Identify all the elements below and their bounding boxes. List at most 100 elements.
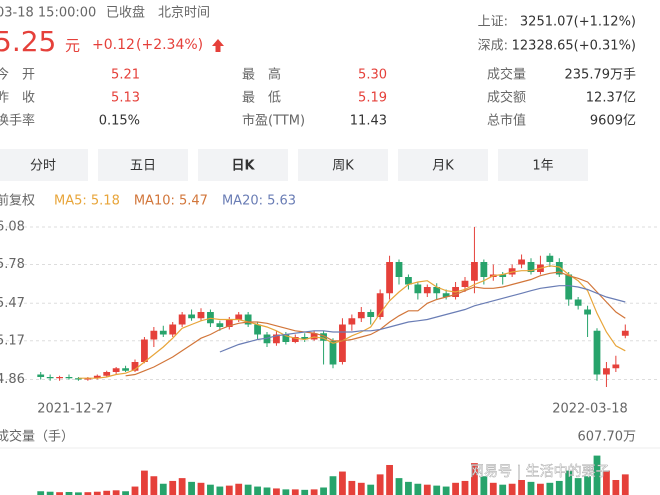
tab[interactable] — [198, 149, 288, 181]
volume-bar — [555, 480, 563, 495]
y-tick-label: 4.86 — [0, 372, 25, 387]
volume-bar — [452, 482, 459, 495]
volume-bar — [159, 483, 167, 495]
volume-bar — [235, 483, 243, 495]
candle-body — [263, 334, 271, 344]
tab[interactable] — [398, 149, 488, 181]
candle-body — [395, 262, 403, 277]
candle-body — [282, 334, 290, 342]
volume-bar — [603, 470, 610, 495]
y-tick-label: 5.78 — [0, 257, 25, 272]
candle-body — [131, 362, 139, 371]
volume-bar — [93, 491, 101, 495]
stat-label: 市盈(TTM) — [242, 113, 305, 129]
volume-bar — [414, 483, 422, 495]
volume-bar — [75, 492, 82, 495]
candle-body — [461, 280, 469, 287]
stat-value: 235.79万手 — [565, 68, 637, 83]
ma-line — [78, 265, 626, 379]
volume-bar — [546, 482, 554, 495]
tab[interactable] — [98, 149, 188, 181]
stat-label: 成交量 — [487, 67, 526, 83]
volume-bar — [169, 480, 177, 495]
candle-body — [46, 377, 54, 379]
volume-bar — [273, 488, 280, 495]
volume-bar — [141, 470, 148, 495]
candle-body — [169, 324, 177, 335]
candle-body — [93, 375, 101, 379]
volume-bar — [508, 483, 516, 495]
candle-body — [112, 368, 120, 372]
ma-line — [125, 271, 626, 377]
volume-bar — [84, 492, 92, 495]
candle-body — [574, 299, 582, 306]
volume-bar — [103, 490, 111, 495]
volume-bar — [527, 481, 535, 495]
candle-body — [612, 364, 620, 369]
timezone: 北京时间 — [158, 6, 210, 21]
candle-body — [291, 337, 299, 342]
tab-label[interactable]: 日K — [231, 159, 255, 174]
tab-label[interactable]: 1年 — [532, 159, 553, 174]
volume-bar — [489, 482, 497, 495]
volume-bar — [225, 485, 233, 495]
ma-legend: MA5: 5.18 — [54, 194, 120, 209]
tab[interactable] — [298, 149, 388, 181]
volume-bar — [405, 481, 412, 495]
candle-body — [141, 339, 148, 362]
candle-body — [471, 262, 478, 281]
volume-tick-label: 607.70万 — [578, 430, 637, 445]
volume-bar — [254, 486, 261, 495]
candle-body — [37, 374, 45, 377]
tab-label[interactable]: 月K — [432, 159, 454, 174]
candle-body — [376, 293, 384, 317]
volume-bar — [565, 470, 573, 495]
volume-bar — [518, 479, 525, 495]
candle-body — [56, 377, 63, 379]
volume-bar — [442, 486, 450, 495]
volume-bar — [537, 483, 544, 495]
stat-value: 5.13 — [111, 91, 140, 106]
y-tick-label: 6.08 — [0, 220, 25, 235]
volume-bar — [46, 491, 54, 495]
volume-bar — [131, 486, 139, 495]
stat-label: 总市值 — [487, 113, 526, 129]
volume-bar — [471, 463, 478, 495]
stat-value: 12.37亿 — [586, 91, 636, 106]
price: 5.25 — [0, 25, 56, 58]
volume-bar — [329, 476, 337, 495]
tab-label[interactable]: 周K — [332, 159, 354, 174]
volume-bar — [178, 478, 186, 495]
watermark: 网易号 | 生活中的栗子 — [470, 464, 610, 480]
candle-body — [159, 330, 167, 335]
index-name: 上证: — [478, 15, 508, 30]
volume-bar — [376, 474, 384, 495]
status: 已收盘 — [106, 5, 145, 21]
candle-body — [348, 318, 356, 325]
ma-legend: MA20: 5.63 — [222, 194, 296, 209]
candle-body — [216, 323, 224, 327]
candle-body — [603, 368, 610, 375]
tab-label[interactable]: 分时 — [30, 159, 56, 174]
stat-value: 11.43 — [350, 114, 387, 129]
tab-label[interactable]: 五日 — [130, 159, 156, 174]
candle-body — [65, 377, 73, 379]
adjust: 前复权 — [0, 193, 35, 209]
tab[interactable] — [498, 149, 588, 181]
tab[interactable] — [0, 149, 88, 181]
change: +0.12 — [92, 37, 135, 53]
index-value: 3251.07(+1.12%) — [520, 15, 636, 30]
x-tick-label: 2022-03-18 — [552, 402, 628, 417]
volume-bar — [461, 480, 469, 495]
kline-chart: MA5: 5.18 MA10: 5.47 MA20: 5.63 6.08 5.78 5.4… — [0, 194, 660, 495]
time: 03-18 15:00:00 — [0, 6, 96, 21]
candle-body — [150, 330, 158, 340]
volume-bar — [574, 478, 582, 495]
volume-bar — [612, 479, 620, 495]
stat-label: 最 低 — [242, 91, 281, 106]
candle-body — [508, 268, 516, 275]
candle-body — [593, 330, 601, 375]
candle-body — [84, 378, 92, 380]
